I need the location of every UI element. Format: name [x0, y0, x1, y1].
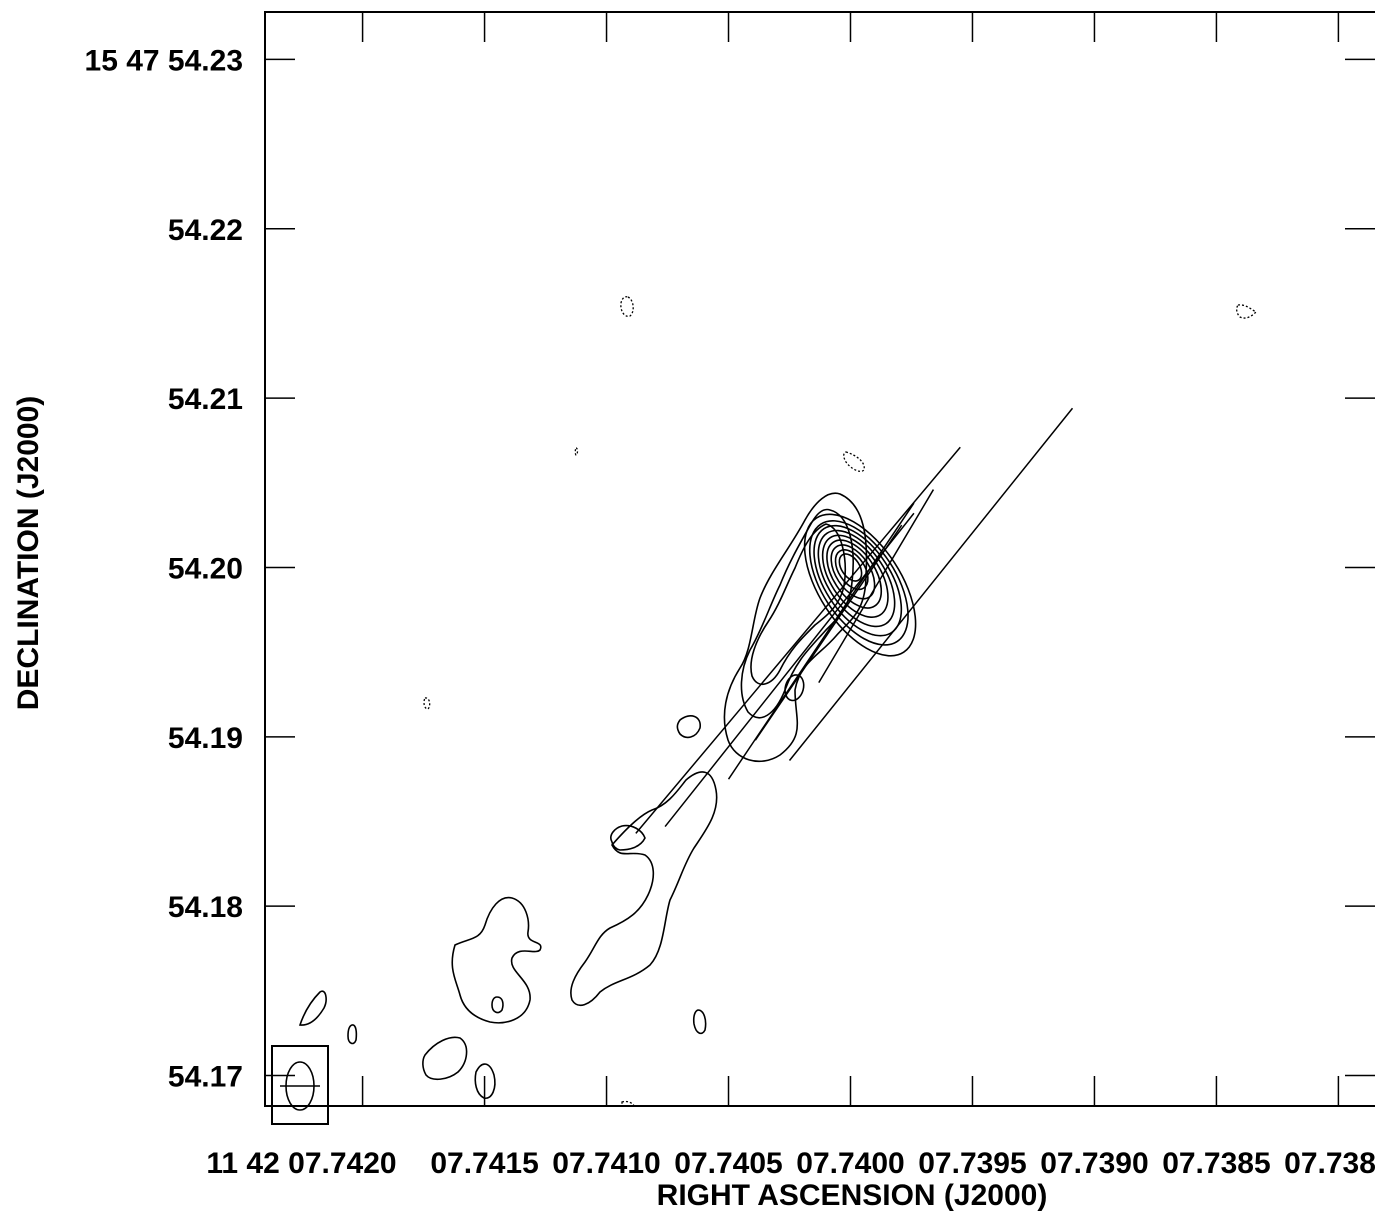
- contour-peak-ring: [817, 529, 896, 628]
- y-tick-label: 54.22: [168, 214, 243, 247]
- tick-labels: 11 42 07.7420 07.7415 07.7410 07.7405 07.740…: [85, 44, 1375, 1180]
- contour-negative: [1236, 304, 1258, 319]
- frame-border: [264, 11, 1375, 1107]
- contour-outline: [491, 996, 504, 1014]
- x-tick-label: 07.7405: [674, 1147, 782, 1180]
- contour-outline: [298, 990, 327, 1026]
- contour-outline: [422, 1036, 468, 1081]
- y-tick-label: 54.19: [168, 722, 243, 755]
- y-tick-label: 54.20: [168, 552, 243, 585]
- contour-outline: [676, 715, 701, 739]
- contour-outline: [474, 1063, 496, 1099]
- contour-negative: [423, 697, 431, 710]
- y-axis-title: DECLINATION (J2000): [12, 396, 45, 711]
- polarization-vector: [664, 512, 915, 828]
- axis-ticks: [265, 12, 1375, 1106]
- contour-outline: [347, 1024, 358, 1045]
- x-tick-label: 07.7385: [1162, 1147, 1270, 1180]
- contour-outline: [610, 824, 646, 851]
- y-tick-label: 54.21: [168, 383, 243, 416]
- contour-lines: [298, 296, 1258, 1107]
- x-tick-label: 07.7390: [1040, 1147, 1148, 1180]
- contour-peak-ring: [826, 539, 883, 609]
- polarization-vector: [788, 407, 1074, 761]
- beam-box: [271, 1045, 329, 1125]
- polarization-vector: [635, 446, 961, 834]
- polarization-vectors: [635, 407, 1074, 834]
- contour-negative: [621, 1100, 635, 1107]
- y-tick-label: 15 47 54.23: [85, 44, 243, 77]
- x-tick-label: 07.7395: [918, 1147, 1026, 1180]
- contour-outline: [570, 771, 718, 1007]
- contour-negative: [620, 296, 634, 317]
- x-tick-label: 07.7410: [552, 1147, 660, 1180]
- x-tick-label: 07.7400: [796, 1147, 904, 1180]
- contour-outline: [692, 1009, 707, 1035]
- x-tick-label: 07.7380: [1284, 1147, 1375, 1180]
- plot-frame: [264, 11, 1375, 1107]
- contour-peak-ring: [838, 553, 863, 582]
- contour-negative: [843, 451, 865, 472]
- polarization-vector: [818, 489, 935, 684]
- y-tick-label: 54.18: [168, 891, 243, 924]
- polarization-vector: [754, 524, 903, 741]
- x-tick-label: 07.7415: [430, 1147, 538, 1180]
- contour-outline: [723, 492, 868, 763]
- contour-negative: [574, 447, 579, 456]
- beam-indicator: [271, 1045, 329, 1125]
- x-tick-label: 11 42 07.7420: [206, 1147, 396, 1180]
- y-tick-label: 54.17: [168, 1061, 243, 1094]
- contour-outline: [451, 896, 542, 1024]
- x-axis-title: RIGHT ASCENSION (J2000): [657, 1179, 1048, 1212]
